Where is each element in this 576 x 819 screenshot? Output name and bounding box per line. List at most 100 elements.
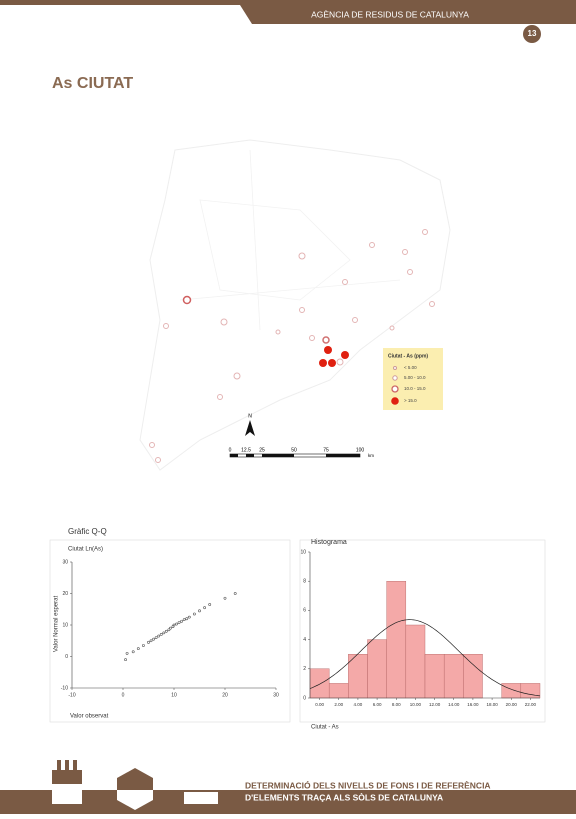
point [169, 626, 172, 630]
point [159, 633, 163, 636]
point [164, 629, 168, 633]
y-tick-label: 4 [303, 637, 306, 643]
point [175, 622, 178, 626]
point [147, 640, 150, 644]
point [192, 612, 196, 616]
x-tick-label: 2.00 [334, 702, 343, 707]
point [124, 658, 127, 662]
legend-title: Ciutat - As (ppm) [388, 353, 428, 359]
legend-item: 10.0 - 15.0 [404, 386, 426, 391]
normal-curve [309, 619, 541, 697]
point [185, 617, 189, 621]
top-strip [0, 0, 576, 5]
legend-symbol [391, 385, 399, 393]
legend-symbol [392, 375, 398, 381]
footer-line1: DETERMINACIÓ DELS NIVELLS DE FONS I DE R… [245, 779, 491, 790]
point [203, 606, 207, 610]
x-tick-label: 22.00 [525, 702, 537, 707]
bar [386, 581, 407, 699]
bar [463, 654, 483, 699]
x-tick-label: 0.00 [315, 702, 324, 707]
point [131, 650, 135, 654]
footer-bar [0, 790, 576, 814]
y-tick-label: 30 [62, 559, 68, 565]
bar [443, 654, 464, 699]
bar [309, 668, 330, 699]
y-tick-label: 2 [303, 666, 306, 672]
point [208, 603, 212, 606]
map-point [322, 336, 330, 344]
y-tick-label: 20 [62, 591, 68, 597]
y-tick-label: -10 [61, 685, 68, 691]
map-outline [139, 139, 451, 471]
scale-label: 75 [323, 447, 329, 453]
footer-line2: D'ELEMENTS TRAÇA ALS SÒLS DE CATALUNYA [245, 791, 443, 802]
scale-label: 0 [229, 447, 232, 453]
bar [405, 624, 426, 699]
point [125, 651, 129, 655]
point [149, 639, 153, 643]
x-axis-label: Ciutat - As [311, 725, 339, 731]
north-label: N [248, 413, 252, 419]
legend-symbol [393, 366, 397, 370]
point [162, 631, 166, 635]
bar [424, 654, 445, 699]
map-points [149, 229, 435, 463]
point [136, 647, 140, 651]
point [177, 621, 181, 624]
page-number: 13 [528, 29, 537, 38]
map-borders [179, 149, 401, 331]
map-point [341, 351, 349, 359]
x-tick-label: 8.00 [392, 702, 401, 707]
footer-cut [117, 790, 153, 810]
bar [328, 683, 349, 699]
y-tick-label: 0 [303, 695, 306, 701]
header-bar [240, 5, 576, 24]
scale-label: 100 [356, 447, 365, 453]
scale-label: 12.5 [241, 447, 251, 453]
bar [367, 639, 387, 699]
point [223, 596, 227, 600]
x-axis-label: Valor observat [70, 714, 109, 720]
map-point [182, 295, 192, 305]
qq-subtitle: Ciutat Ln(As) [68, 547, 103, 553]
point [152, 637, 156, 641]
y-tick-label: 0 [65, 654, 68, 660]
map-point [328, 359, 336, 367]
y-tick-label: 10 [62, 622, 68, 628]
x-tick-label: -10 [68, 692, 75, 698]
qq-frame [49, 539, 291, 723]
footer-cut [184, 792, 218, 804]
bar [348, 654, 368, 699]
x-tick-label: 0 [122, 692, 125, 698]
legend-item: > 15.0 [404, 398, 417, 403]
point [187, 615, 191, 619]
y-tick-label: 10 [300, 549, 306, 555]
page-title: As CIUTAT [52, 75, 133, 92]
scale-unit: km [368, 453, 374, 458]
hist-title: Histograma [311, 539, 347, 546]
y-tick-label: 8 [303, 579, 306, 585]
map-point [319, 359, 327, 367]
y-tick-label: 6 [303, 608, 306, 614]
point [182, 618, 186, 622]
x-tick-label: 6.00 [373, 702, 382, 707]
point [180, 619, 184, 623]
footer-cut [52, 790, 82, 804]
legend-item: 5.00 - 10.0 [404, 375, 426, 380]
point [172, 623, 176, 627]
x-tick-label: 18.00 [486, 702, 498, 707]
point [157, 634, 161, 638]
point [167, 628, 171, 632]
x-tick-label: 4.00 [354, 702, 363, 707]
x-tick-label: 12.00 [429, 702, 441, 707]
north-arrow [245, 420, 255, 436]
point [233, 592, 237, 595]
scale-bar [229, 453, 361, 458]
agency: AGÈNCIA DE RESIDUS DE CATALUNYA [311, 9, 469, 19]
bar [501, 683, 522, 699]
page-badge [523, 25, 541, 43]
map-point [324, 346, 332, 354]
x-tick-label: 16.00 [467, 702, 479, 707]
point [141, 644, 145, 647]
